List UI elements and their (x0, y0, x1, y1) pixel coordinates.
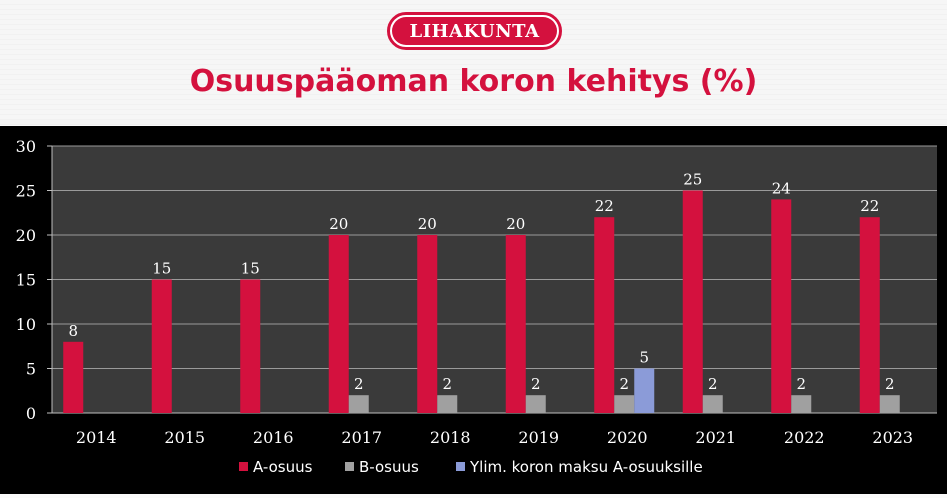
x-tick-label: 2017 (341, 428, 382, 447)
x-tick-label: 2018 (430, 428, 471, 447)
bar-b-osuus (348, 395, 369, 413)
bar-a-osuus (151, 279, 172, 413)
chart-area: 0 5 10 15 20 25 30 2014 8 2015 15 2016 15 2017 20 2 2018… (0, 126, 947, 494)
y-tick-label: 30 (16, 137, 36, 156)
bar-b-osuus (525, 395, 546, 413)
legend-swatch (456, 462, 465, 471)
data-label: 15 (152, 260, 171, 278)
data-label: 20 (329, 215, 348, 233)
bar-b-osuus (702, 395, 723, 413)
data-label: 15 (241, 260, 260, 278)
x-tick-label: 2015 (164, 428, 205, 447)
y-tick-label: 20 (16, 226, 36, 245)
data-label: 24 (772, 179, 791, 197)
lihakunta-logo: LIHAKUNTA (387, 12, 562, 50)
x-tick-label: 2023 (872, 428, 913, 447)
data-label: 22 (860, 197, 879, 215)
data-label: 8 (68, 322, 78, 340)
bar-a-osuus (63, 341, 84, 413)
data-label: 2 (796, 375, 806, 393)
data-label: 2 (708, 375, 718, 393)
legend-label: A-osuus (253, 458, 313, 476)
x-tick-label: 2020 (607, 428, 648, 447)
data-label: 2 (885, 375, 895, 393)
y-tick-label: 10 (16, 315, 36, 334)
y-tick-label: 0 (26, 404, 36, 423)
bar-a-osuus (859, 217, 880, 413)
logo-text: LIHAKUNTA (392, 17, 557, 45)
legend-label: Ylim. koron maksu A-osuuksille (469, 458, 703, 476)
data-label: 2 (442, 375, 452, 393)
bar-a-osuus (328, 235, 349, 413)
data-label: 25 (683, 171, 702, 189)
data-label: 20 (506, 215, 525, 233)
bar-a-osuus (240, 279, 261, 413)
x-tick-label: 2019 (518, 428, 559, 447)
y-tick-label: 5 (26, 360, 36, 379)
bar-a-osuus (417, 235, 438, 413)
data-label: 2 (619, 375, 629, 393)
bar-a-osuus (682, 190, 703, 413)
bar-a-osuus (771, 199, 792, 413)
bar-b-osuus (879, 395, 900, 413)
x-tick-label: 2014 (76, 428, 117, 447)
bar-chart: 0510152025302014820151520161520172022018… (16, 137, 937, 476)
bar-b-osuus (437, 395, 458, 413)
data-label: 20 (418, 215, 437, 233)
legend-swatch (345, 462, 354, 471)
bar-a-osuus (594, 217, 615, 413)
legend-swatch (239, 462, 248, 471)
bar-a-osuus (505, 235, 526, 413)
y-tick-label: 25 (16, 182, 36, 201)
legend-label: B-osuus (359, 458, 419, 476)
data-label: 22 (595, 197, 614, 215)
x-tick-label: 2016 (253, 428, 294, 447)
data-label: 2 (354, 375, 364, 393)
data-label: 2 (531, 375, 541, 393)
page-title: Osuuspääoman koron kehitys (%) (189, 64, 758, 99)
x-tick-label: 2022 (784, 428, 825, 447)
y-tick-label: 15 (16, 271, 36, 290)
x-tick-label: 2021 (695, 428, 736, 447)
bar-b-osuus (791, 395, 812, 413)
bar-ylim (634, 368, 655, 413)
bar-b-osuus (614, 395, 635, 413)
data-label: 5 (639, 349, 649, 367)
